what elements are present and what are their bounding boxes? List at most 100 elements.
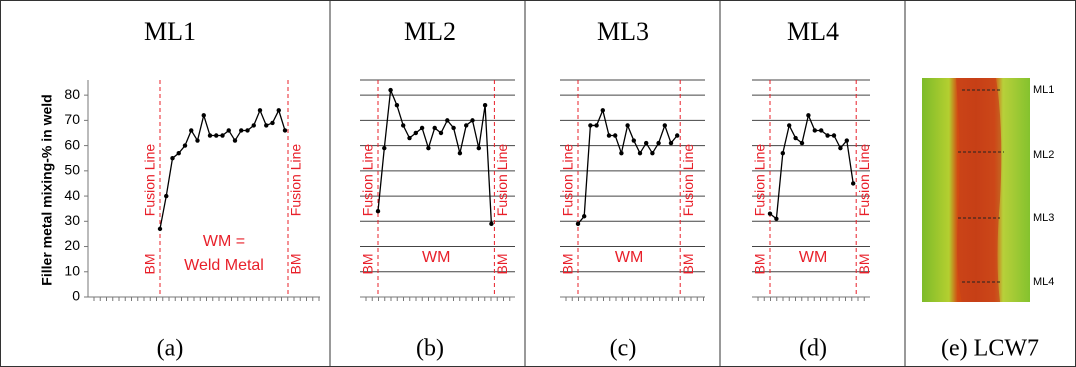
data-point	[819, 128, 823, 132]
data-point	[669, 141, 673, 145]
frame	[1, 1, 1076, 367]
caption: (e) LCW7	[941, 336, 1039, 362]
annotation: BM	[360, 254, 376, 275]
data-point	[183, 143, 187, 147]
y-tick-label: 30	[64, 212, 80, 228]
data-point	[774, 217, 778, 221]
data-point	[164, 194, 168, 198]
annotation: Fusion Line	[494, 144, 510, 217]
data-point	[177, 151, 181, 155]
data-point	[439, 131, 443, 135]
data-point	[601, 108, 605, 112]
annotation: BM	[288, 254, 304, 275]
data-point	[158, 227, 162, 231]
data-point	[170, 156, 174, 160]
annotation: Fusion Line	[680, 144, 696, 217]
caption: (c)	[610, 336, 637, 362]
data-point	[625, 123, 629, 127]
data-point	[433, 126, 437, 130]
annotation: WM	[799, 249, 827, 266]
y-tick-label: 60	[64, 136, 80, 152]
annotation: Fusion Line	[752, 144, 768, 217]
data-point	[277, 108, 281, 112]
data-point	[613, 133, 617, 137]
data-point	[189, 128, 193, 132]
data-point	[414, 131, 418, 135]
annotation: WM	[422, 249, 450, 266]
data-point	[214, 133, 218, 137]
data-point	[208, 133, 212, 137]
data-point	[663, 123, 667, 127]
data-point	[395, 103, 399, 107]
data-point	[420, 126, 424, 130]
position-label: ML4	[1033, 276, 1054, 288]
data-point	[470, 118, 474, 122]
data-point	[489, 222, 493, 226]
data-point	[401, 123, 405, 127]
data-point	[793, 136, 797, 140]
data-point	[264, 123, 268, 127]
data-point	[195, 138, 199, 142]
position-label: ML2	[1033, 149, 1054, 161]
data-point	[594, 123, 598, 127]
data-point	[781, 151, 785, 155]
data-point	[245, 128, 249, 132]
data-point	[768, 212, 772, 216]
data-point	[787, 123, 791, 127]
caption: (d)	[799, 336, 827, 362]
data-point	[382, 146, 386, 150]
data-point	[619, 151, 623, 155]
data-point	[656, 141, 660, 145]
annotation: WM	[615, 249, 643, 266]
weld-image	[922, 78, 1030, 302]
caption: (b)	[416, 336, 444, 362]
data-point	[270, 121, 274, 125]
data-point	[675, 133, 679, 137]
chart-title: ML3	[597, 17, 649, 46]
annotation: BM	[142, 254, 158, 275]
y-tick-label: 70	[64, 111, 80, 127]
y-tick-label: 20	[64, 237, 80, 253]
annotation: BM	[560, 254, 576, 275]
data-point	[233, 138, 237, 142]
data-point	[445, 118, 449, 122]
data-point	[483, 103, 487, 107]
data-point	[426, 146, 430, 150]
data-point	[477, 146, 481, 150]
data-point	[451, 126, 455, 130]
chart-title: ML4	[787, 17, 839, 46]
annotation: BM	[680, 254, 696, 275]
data-point	[806, 113, 810, 117]
data-point	[638, 151, 642, 155]
data-point	[252, 123, 256, 127]
data-point	[607, 133, 611, 137]
annotation: WM =	[203, 233, 245, 250]
annotation: Weld Metal	[184, 257, 264, 274]
chart-title: ML1	[144, 17, 196, 46]
annotation: Fusion Line	[856, 144, 872, 217]
data-point	[576, 222, 580, 226]
data-point	[825, 133, 829, 137]
y-tick-label: 80	[64, 86, 80, 102]
y-axis-label: Filler metal mixing-% in weld	[39, 94, 55, 285]
figure: (e) LCW7 ML1ML2ML3ML401020304050607080Fi…	[0, 0, 1076, 367]
data-point	[283, 128, 287, 132]
data-point	[838, 146, 842, 150]
data-line	[770, 115, 853, 218]
annotation: Fusion Line	[560, 144, 576, 217]
data-point	[458, 151, 462, 155]
annotation: Fusion Line	[142, 144, 158, 217]
data-point	[220, 133, 224, 137]
data-point	[464, 123, 468, 127]
y-tick-label: 0	[72, 288, 80, 304]
data-point	[582, 214, 586, 218]
chart-title: ML2	[404, 17, 456, 46]
data-point	[588, 123, 592, 127]
data-line	[160, 110, 285, 229]
y-tick-label: 10	[64, 262, 80, 278]
y-tick-label: 40	[64, 187, 80, 203]
data-point	[650, 151, 654, 155]
caption: (a)	[157, 336, 184, 362]
data-point	[258, 108, 262, 112]
data-point	[832, 133, 836, 137]
